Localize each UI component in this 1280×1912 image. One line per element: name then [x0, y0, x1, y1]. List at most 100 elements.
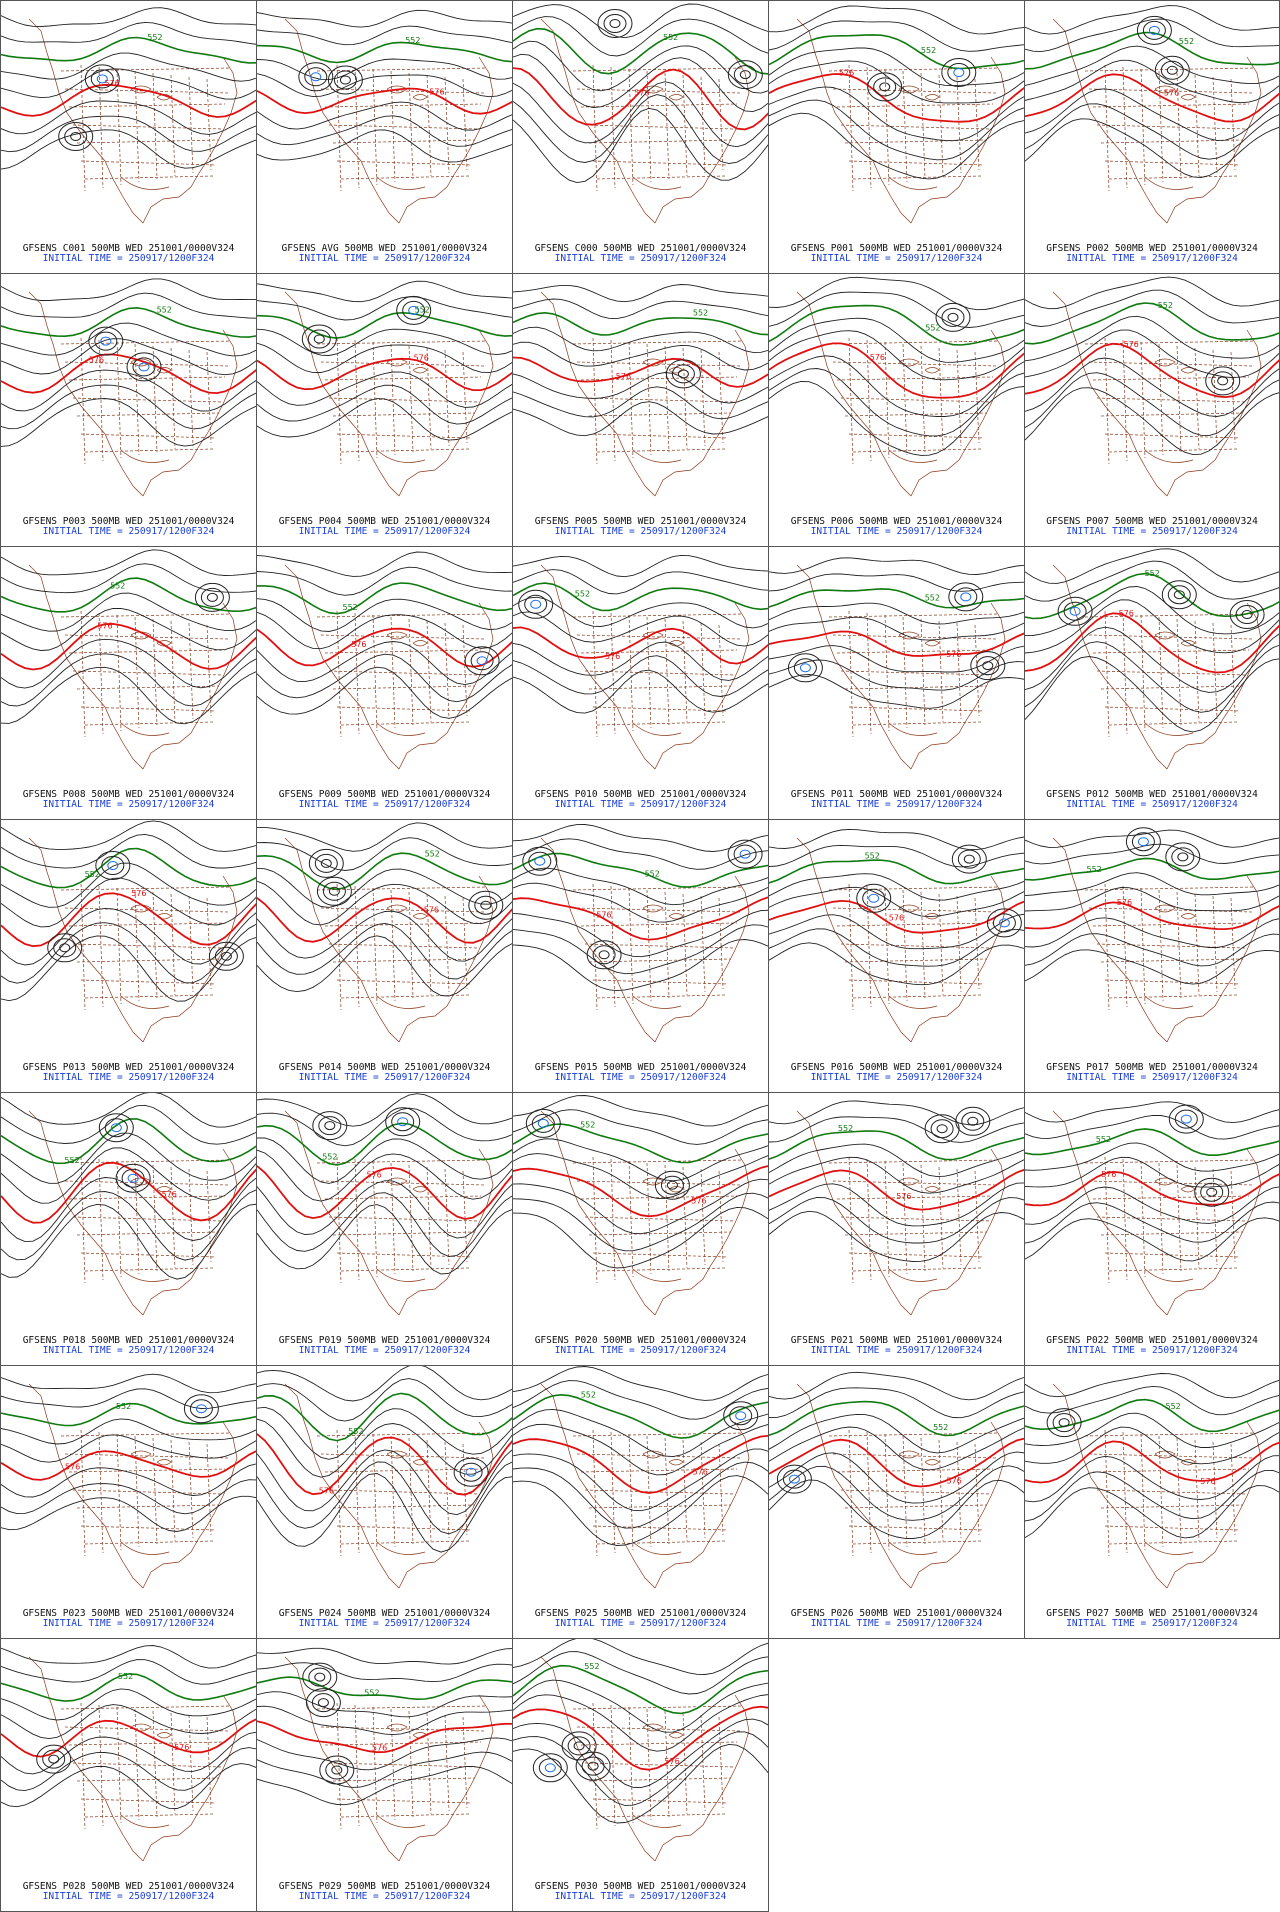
- contour-label-576: 576: [414, 353, 429, 362]
- state-border: [64, 361, 229, 367]
- closed-contour: [532, 1753, 568, 1783]
- height-contour: [513, 53, 768, 113]
- state-border: [844, 685, 988, 690]
- height-contour: [769, 1210, 1024, 1262]
- state-border: [1092, 922, 1250, 927]
- closed-contour: [723, 1401, 759, 1431]
- closed-contour: [948, 582, 984, 612]
- state-border: [938, 1439, 944, 1542]
- closed-contour: [733, 844, 757, 864]
- contour-552: [257, 1122, 512, 1166]
- panel-caption: GFSENS P016 500MB WED 251001/0000V324: [790, 1062, 1003, 1073]
- state-border: [390, 889, 396, 1002]
- state-border: [956, 1168, 962, 1266]
- ensemble-panel-p016: 552 576 GFSENS P016 500MB WED 251001/0000V…: [768, 819, 1025, 1093]
- ensemble-panel-p020: 552 576 GFSENS P020 500MB WED 251001/0000V…: [512, 1092, 769, 1366]
- height-contour: [1025, 103, 1279, 160]
- state-border: [1100, 958, 1244, 963]
- closed-contour: [53, 938, 77, 958]
- state-border: [152, 1710, 158, 1818]
- height-contour: [1, 862, 256, 908]
- height-contour-map: 552 576: [513, 1639, 768, 1862]
- height-contour-map: 552 576: [1025, 827, 1279, 1043]
- closed-contour: [733, 65, 757, 85]
- state-border: [974, 351, 980, 444]
- state-border: [98, 885, 104, 1008]
- closed-contour: [95, 851, 131, 880]
- state-border: [848, 706, 985, 712]
- initial-time-caption: INITIAL TIME = 250917/1200F324: [298, 799, 471, 810]
- closed-contour: [799, 663, 811, 673]
- ensemble-panel-p019: 552 576 GFSENS P019 500MB WED 251001/0000V…: [256, 1092, 513, 1366]
- closed-contour: [776, 1464, 812, 1494]
- height-contour: [1, 322, 256, 357]
- height-contour: [257, 1765, 512, 1806]
- state-border: [1194, 620, 1200, 723]
- state-border: [152, 1164, 158, 1272]
- state-border: [1158, 616, 1164, 729]
- closed-contour: [318, 1116, 342, 1136]
- closed-contour: [1136, 15, 1172, 45]
- coastline: [1052, 564, 1262, 770]
- gulf-coast: [632, 995, 682, 1009]
- great-lakes: [386, 1723, 428, 1739]
- height-contour: [769, 99, 1024, 161]
- state-border: [1194, 74, 1200, 177]
- height-contour: [1, 1434, 256, 1463]
- height-contour: [257, 1662, 512, 1683]
- state-border: [852, 994, 982, 999]
- contour-label-552: 552: [645, 870, 660, 879]
- closed-contour: [453, 1457, 489, 1487]
- contour-label-552: 552: [921, 46, 936, 55]
- state-border: [592, 64, 598, 192]
- coastline: [540, 1383, 750, 1589]
- state-border: [836, 103, 994, 108]
- closed-contour: [727, 839, 763, 869]
- state-border: [170, 347, 176, 450]
- height-contour: [1025, 1385, 1279, 1416]
- state-border: [332, 1777, 476, 1782]
- height-contour: [257, 101, 512, 131]
- state-border: [610, 1431, 616, 1554]
- state-border: [1104, 1429, 1110, 1557]
- state-border: [828, 886, 1000, 891]
- closed-contour: [998, 918, 1010, 928]
- height-contour-map: 552 576: [513, 3, 768, 224]
- closed-contour: [1046, 1408, 1082, 1438]
- state-border: [1108, 1267, 1238, 1272]
- state-border: [664, 72, 670, 180]
- gulf-coast: [888, 449, 938, 463]
- gulf-coast: [376, 995, 426, 1009]
- gulf-coast: [120, 995, 170, 1009]
- state-border: [80, 706, 217, 712]
- state-border: [938, 1166, 944, 1269]
- ensemble-panel-p029: 552 576 GFSENS P029 500MB WED 251001/0000V…: [256, 1638, 513, 1912]
- height-contour-map: 552 576: [1, 820, 256, 1043]
- state-border: [572, 1159, 744, 1164]
- state-border: [646, 1435, 652, 1548]
- height-contour: [257, 296, 512, 321]
- state-border: [1108, 175, 1238, 180]
- contour-label-552: 552: [865, 852, 880, 861]
- closed-contour: [47, 933, 83, 963]
- state-border: [462, 1716, 468, 1809]
- contour-552: [257, 1392, 512, 1442]
- state-border: [828, 340, 1000, 345]
- height-contour: [1, 607, 256, 651]
- map-outline: [28, 564, 238, 770]
- height-contour: [257, 566, 512, 596]
- closed-contour: [867, 72, 903, 102]
- ensemble-panel-p017: 552 576 GFSENS P017 500MB WED 251001/0000V…: [1024, 819, 1280, 1093]
- state-border: [1088, 634, 1253, 640]
- state-border: [188, 349, 194, 447]
- height-contour-map: 552 576: [1025, 1101, 1279, 1316]
- contour-576: [257, 897, 512, 944]
- height-contour: [513, 1651, 768, 1695]
- state-border: [866, 612, 872, 735]
- closed-contour: [873, 77, 897, 97]
- closed-contour: [1166, 65, 1178, 75]
- ensemble-panel-p030: 552 576 GFSENS P030 500MB WED 251001/0000V…: [512, 1638, 769, 1912]
- state-border: [76, 412, 220, 417]
- closed-contour: [1211, 371, 1235, 391]
- height-contour: [1025, 387, 1279, 456]
